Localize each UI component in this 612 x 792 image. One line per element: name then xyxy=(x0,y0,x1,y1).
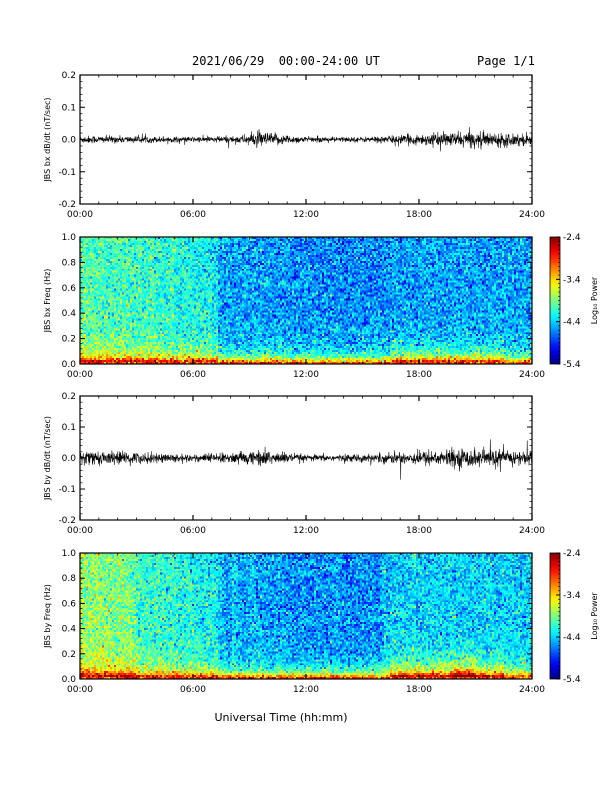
x-tick-label: 12:00 xyxy=(293,526,319,536)
y-tick-label: 0.2 xyxy=(62,650,76,660)
x-tick-label: 24:00 xyxy=(519,210,545,220)
y-tick-label: 0.1 xyxy=(62,103,76,113)
y-tick-label: 0.4 xyxy=(62,625,77,635)
x-tick-label: 00:00 xyxy=(67,210,93,220)
data-series-line xyxy=(79,439,533,480)
colorbar-tick-label: -4.4 xyxy=(563,318,581,328)
x-axis-label: Universal Time (hh:mm) xyxy=(215,711,348,724)
colorbar-label: Log₁₀ Power xyxy=(590,592,599,640)
y-tick-label: 0.1 xyxy=(62,423,76,433)
y-tick-label: -0.1 xyxy=(58,485,76,495)
y-tick-label: -0.1 xyxy=(58,168,76,178)
x-tick-label: 00:00 xyxy=(67,685,93,695)
y-tick-label: 0.2 xyxy=(62,71,76,81)
y-tick-label: -0.2 xyxy=(58,200,76,210)
x-tick-label: 06:00 xyxy=(180,370,206,380)
x-tick-label: 24:00 xyxy=(519,526,545,536)
spectrogram-image xyxy=(80,553,532,679)
plot-frame xyxy=(79,395,533,521)
x-tick-label: 18:00 xyxy=(406,210,432,220)
x-tick-label: 00:00 xyxy=(67,526,93,536)
x-tick-label: 06:00 xyxy=(180,685,206,695)
y-tick-label: 0.8 xyxy=(62,258,77,268)
spectrogram-image xyxy=(80,237,532,364)
plot-frame xyxy=(79,74,533,205)
y-tick-label: 0.0 xyxy=(62,675,77,685)
y-tick-label: 1.0 xyxy=(62,233,77,243)
y-axis-label: JBS by Freq (Hz) xyxy=(43,584,52,649)
colorbar-tick-label: -2.4 xyxy=(563,549,581,559)
colorbar-tick-label: -5.4 xyxy=(563,360,581,370)
y-tick-label: -0.2 xyxy=(58,516,76,526)
x-tick-label: 18:00 xyxy=(406,685,432,695)
y-tick-label: 0.6 xyxy=(62,284,77,294)
y-tick-label: 1.0 xyxy=(62,549,77,559)
x-tick-label: 00:00 xyxy=(67,370,93,380)
plot-frame xyxy=(79,552,533,680)
y-tick-label: 0.2 xyxy=(62,392,76,402)
y-axis-label: JBS by dB/dt (nT/sec) xyxy=(43,416,52,501)
colorbar-tick-label: -2.4 xyxy=(563,233,581,243)
x-tick-label: 12:00 xyxy=(293,210,319,220)
plot-frame xyxy=(79,236,533,365)
y-axis-label: JBS bx dB/dt (nT/sec) xyxy=(43,97,52,182)
y-tick-label: 0.0 xyxy=(62,454,77,464)
y-tick-label: 0.4 xyxy=(62,309,77,319)
y-tick-label: 0.0 xyxy=(62,360,77,370)
x-tick-label: 12:00 xyxy=(293,370,319,380)
x-tick-label: 18:00 xyxy=(406,526,432,536)
x-tick-label: 06:00 xyxy=(180,526,206,536)
colorbar-tick-label: -3.4 xyxy=(563,591,581,601)
colorbar-label: Log₁₀ Power xyxy=(590,276,599,324)
x-tick-label: 12:00 xyxy=(293,685,319,695)
y-axis-label: JBS bx Freq (Hz) xyxy=(43,269,52,334)
y-tick-label: 0.8 xyxy=(62,574,77,584)
page-number: Page 1/1 xyxy=(477,54,535,68)
y-tick-label: 0.6 xyxy=(62,599,77,609)
x-tick-label: 24:00 xyxy=(519,685,545,695)
y-tick-label: 0.2 xyxy=(62,335,76,345)
y-tick-label: 0.0 xyxy=(62,136,77,146)
colorbar-tick-label: -3.4 xyxy=(563,275,581,285)
colorbar-tick-label: -4.4 xyxy=(563,633,581,643)
x-tick-label: 24:00 xyxy=(519,370,545,380)
colorbar-tick-label: -5.4 xyxy=(563,675,581,685)
x-tick-label: 18:00 xyxy=(406,370,432,380)
data-series-line xyxy=(79,127,533,152)
x-tick-label: 06:00 xyxy=(180,210,206,220)
page-title: 2021/06/29 00:00-24:00 UT xyxy=(192,54,380,68)
